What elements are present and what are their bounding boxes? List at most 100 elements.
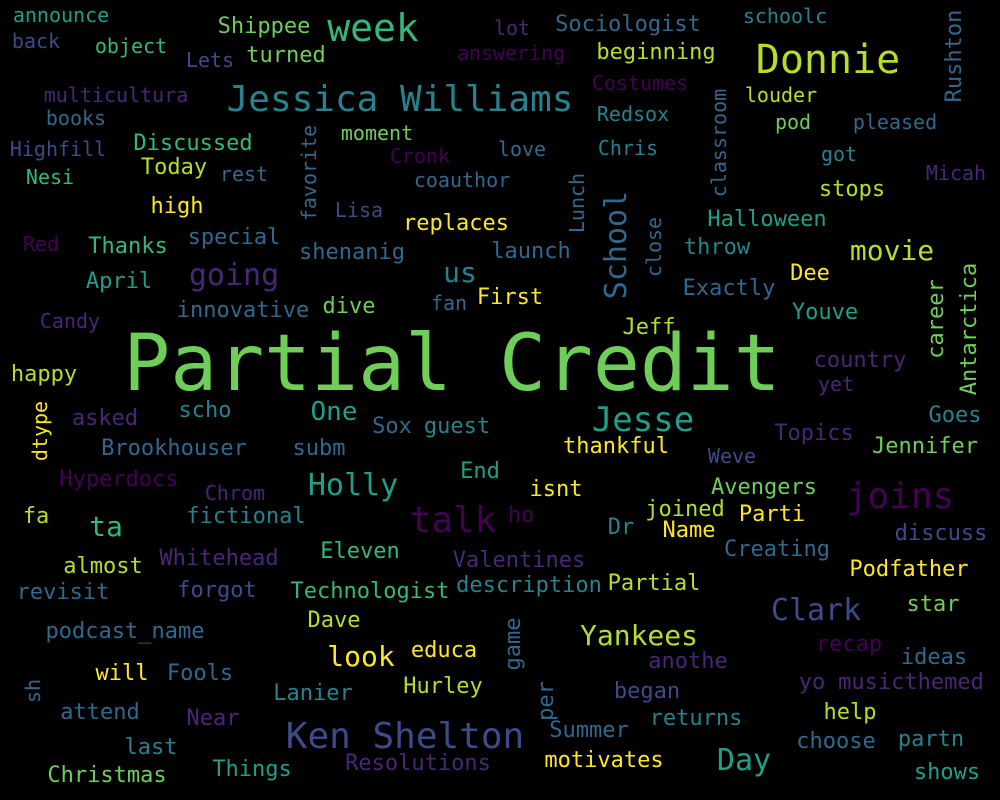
word-career: career <box>924 279 949 359</box>
word-launch: launch <box>491 239 571 264</box>
word-jessica-williams: Jessica Williams <box>226 79 574 120</box>
word-discussed: Discussed <box>133 131 253 156</box>
word-yankees: Yankees <box>579 619 699 652</box>
word-parti: Parti <box>738 502 806 527</box>
word-anothe: anothe <box>648 649 728 674</box>
word-star: star <box>906 592 960 617</box>
word-partial: Partial <box>607 571 701 596</box>
word-yo: yo <box>798 670 826 695</box>
word-hurley: Hurley <box>403 674 483 699</box>
word-eleven: Eleven <box>320 539 400 564</box>
word-clark: Clark <box>770 593 862 628</box>
word-special: special <box>187 225 281 250</box>
word-podfather: Podfather <box>849 557 969 582</box>
word-louder: louder <box>744 83 818 107</box>
word-candy: Candy <box>39 309 101 333</box>
word-day: Day <box>716 743 772 778</box>
word-costumes: Costumes <box>591 71 689 95</box>
word-valentines: Valentines <box>452 548 586 573</box>
word-choose: choose <box>796 729 876 754</box>
word-books: books <box>45 106 107 130</box>
word-lot: lot <box>493 16 531 40</box>
word-dive: dive <box>322 294 376 319</box>
word-pod: pod <box>774 110 812 134</box>
word-talk: talk <box>409 500 497 541</box>
word-week: week <box>327 6 419 50</box>
word-joins: joins <box>845 476 955 517</box>
word-avengers: Avengers <box>711 475 817 500</box>
word-micah: Micah <box>925 161 987 185</box>
word-dr: Dr <box>607 515 635 540</box>
word-lets: Lets <box>185 48 235 72</box>
word-dtype: dtype <box>28 400 52 462</box>
word-ideas: ideas <box>900 645 968 670</box>
word-beginning: beginning <box>596 40 716 65</box>
word-fan: fan <box>430 291 468 315</box>
word-discuss: discuss <box>894 521 988 546</box>
word-love: love <box>497 137 547 161</box>
word-fictional: fictional <box>186 504 306 529</box>
word-answering: answering <box>456 41 566 65</box>
word-turned: turned <box>246 43 326 68</box>
word-things: Things <box>212 757 292 782</box>
word-summer: Summer <box>549 718 629 743</box>
word-hyperdocs: Hyperdocs <box>59 467 179 492</box>
word-shippee: Shippee <box>217 14 311 39</box>
word-redsox: Redsox <box>596 102 670 126</box>
word-multicultura: multicultura <box>43 83 189 107</box>
word-goes: Goes <box>928 403 982 428</box>
word-dave: Dave <box>307 608 361 633</box>
word-per: per <box>534 681 559 721</box>
word-happy: happy <box>10 362 78 387</box>
word-joined: joined <box>645 497 725 522</box>
word-look: look <box>327 640 395 673</box>
word-creating: Creating <box>724 537 830 562</box>
word-nesi: Nesi <box>25 165 75 189</box>
word-stops: stops <box>818 177 886 202</box>
word-throw: throw <box>683 235 751 260</box>
word-shows: shows <box>913 760 981 785</box>
word-one: One <box>310 397 358 427</box>
word-last: last <box>124 735 178 760</box>
word-holly: Holly <box>307 468 399 503</box>
word-recap: recap <box>815 632 883 657</box>
word-forgot: forgot <box>177 578 257 603</box>
word-april: April <box>85 269 153 294</box>
word-began: began <box>613 679 681 704</box>
word-game: game <box>501 617 526 671</box>
word-whitehead: Whitehead <box>159 546 279 571</box>
word-rushton: Rushton <box>942 9 967 103</box>
word-going: going <box>188 258 280 293</box>
word-subm: subm <box>292 436 346 461</box>
word-help: help <box>823 700 877 725</box>
word-thankful: thankful <box>563 434 669 459</box>
word-classroom: classroom <box>707 88 731 198</box>
word-asked: asked <box>71 406 139 431</box>
word-isnt: isnt <box>529 477 583 502</box>
word-movie: movie <box>849 234 935 267</box>
word-schoolc: schoolc <box>742 4 828 28</box>
word-first: First <box>476 285 544 310</box>
word-yet: yet <box>817 372 855 396</box>
word-highfill: Highfill <box>9 137 107 161</box>
word-resolutions: Resolutions <box>345 751 491 776</box>
word-lunch: Lunch <box>565 172 589 234</box>
word-weve: Weve <box>707 444 757 468</box>
word-lanier: Lanier <box>273 681 353 706</box>
word-motivates: motivates <box>544 748 664 773</box>
word-youve: Youve <box>791 300 859 325</box>
word-near: Near <box>186 706 240 731</box>
word-fools: Fools <box>166 661 234 686</box>
word-high: high <box>150 194 204 219</box>
word-school: School <box>599 190 634 300</box>
word-revisit: revisit <box>16 580 110 605</box>
word-moment: moment <box>340 121 414 145</box>
word-fa: fa <box>22 504 50 529</box>
word-christmas: Christmas <box>47 763 167 788</box>
word-partn: partn <box>897 727 965 752</box>
word-back: back <box>11 29 61 53</box>
word-rest: rest <box>219 162 269 186</box>
word-will: will <box>95 661 149 686</box>
word-coauthor: coauthor <box>413 168 511 192</box>
